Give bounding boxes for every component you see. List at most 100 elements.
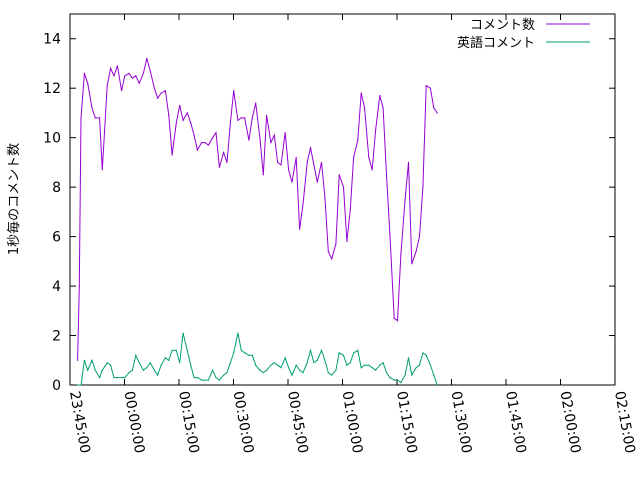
data-point [190,122,192,124]
data-point [99,377,101,379]
data-point [259,137,261,139]
data-point [425,354,427,356]
data-point [196,377,198,379]
data-point [306,161,308,163]
data-point [313,362,315,364]
data-point [164,357,166,359]
data-point [320,161,323,163]
data-point [106,85,108,87]
data-point [182,332,184,334]
data-point [299,228,301,230]
data-point [94,117,96,119]
data-point [99,117,101,119]
data-point [396,379,399,381]
data-point [396,320,399,322]
data-point [327,372,329,374]
x-tick-label: 00:30:00 [230,390,257,455]
data-point [201,379,203,381]
data-point [113,377,115,379]
plot-frame [69,13,616,386]
data-point [302,203,304,205]
data-point [186,349,188,351]
data-point [160,364,162,366]
data-point [324,359,326,361]
data-point [371,169,373,171]
data-point [360,367,362,369]
data-point [128,372,130,374]
data-point [415,367,417,369]
data-point [80,384,82,386]
data-point [262,174,264,176]
data-point [171,349,173,351]
data-point [299,369,301,371]
x-tick-label: 01:15:00 [393,390,420,455]
data-point [335,243,337,245]
data-point [237,119,239,121]
data-point [316,359,318,361]
data-point [190,364,192,366]
data-point [284,357,286,359]
data-point [288,367,290,369]
data-point [364,107,366,109]
data-point [411,374,413,376]
y-tick-label: 0 [52,378,61,394]
data-point [226,161,228,163]
data-point [407,357,410,359]
data-point [240,349,242,351]
data-point [389,377,391,379]
data-point [415,250,417,252]
data-point [342,354,345,356]
data-point [138,362,140,364]
data-point [83,359,85,361]
legend-label: コメント数 [470,18,535,33]
data-point [182,119,184,121]
data-point [280,367,282,369]
data-point [273,134,275,136]
data-point [338,174,340,176]
data-point [168,114,170,116]
data-point [436,384,438,386]
data-point [346,240,348,243]
data-point [418,364,421,366]
data-point [164,90,166,92]
data-point [146,367,148,369]
data-point [270,364,272,366]
data-point [255,364,257,366]
data-point [153,87,155,89]
data-point [179,362,181,364]
data-point [83,72,85,74]
x-axis-ticks: 23:45:00 00:00:00 00:15:00 00:30:00 00:45:00… [66,14,638,455]
data-point [212,137,214,139]
data-point [80,117,82,119]
data-point [223,151,225,154]
data-point [215,377,217,379]
y-axis-label: 1秒毎のコメント数 [6,143,22,255]
data-point [309,349,312,351]
data-point [113,75,115,77]
data-point [266,369,268,371]
data-point [357,349,359,351]
data-point [375,369,377,371]
data-point [425,85,427,87]
series-line-2 [77,332,438,386]
data-point [135,354,137,356]
data-point [196,149,198,151]
data-point [255,102,257,104]
series-layer [77,57,438,386]
data-point [121,90,123,92]
data-point [320,349,323,351]
data-point [371,367,373,369]
data-point [229,362,231,364]
data-point [342,186,345,188]
legend-label: 英語コメント [457,35,535,51]
data-point [273,362,275,364]
data-point [393,317,395,319]
data-point [226,372,228,374]
data-point [229,122,231,124]
data-point [291,374,293,376]
data-point [186,112,188,114]
data-point [338,352,340,354]
data-point [244,117,246,119]
data-point [215,132,217,134]
